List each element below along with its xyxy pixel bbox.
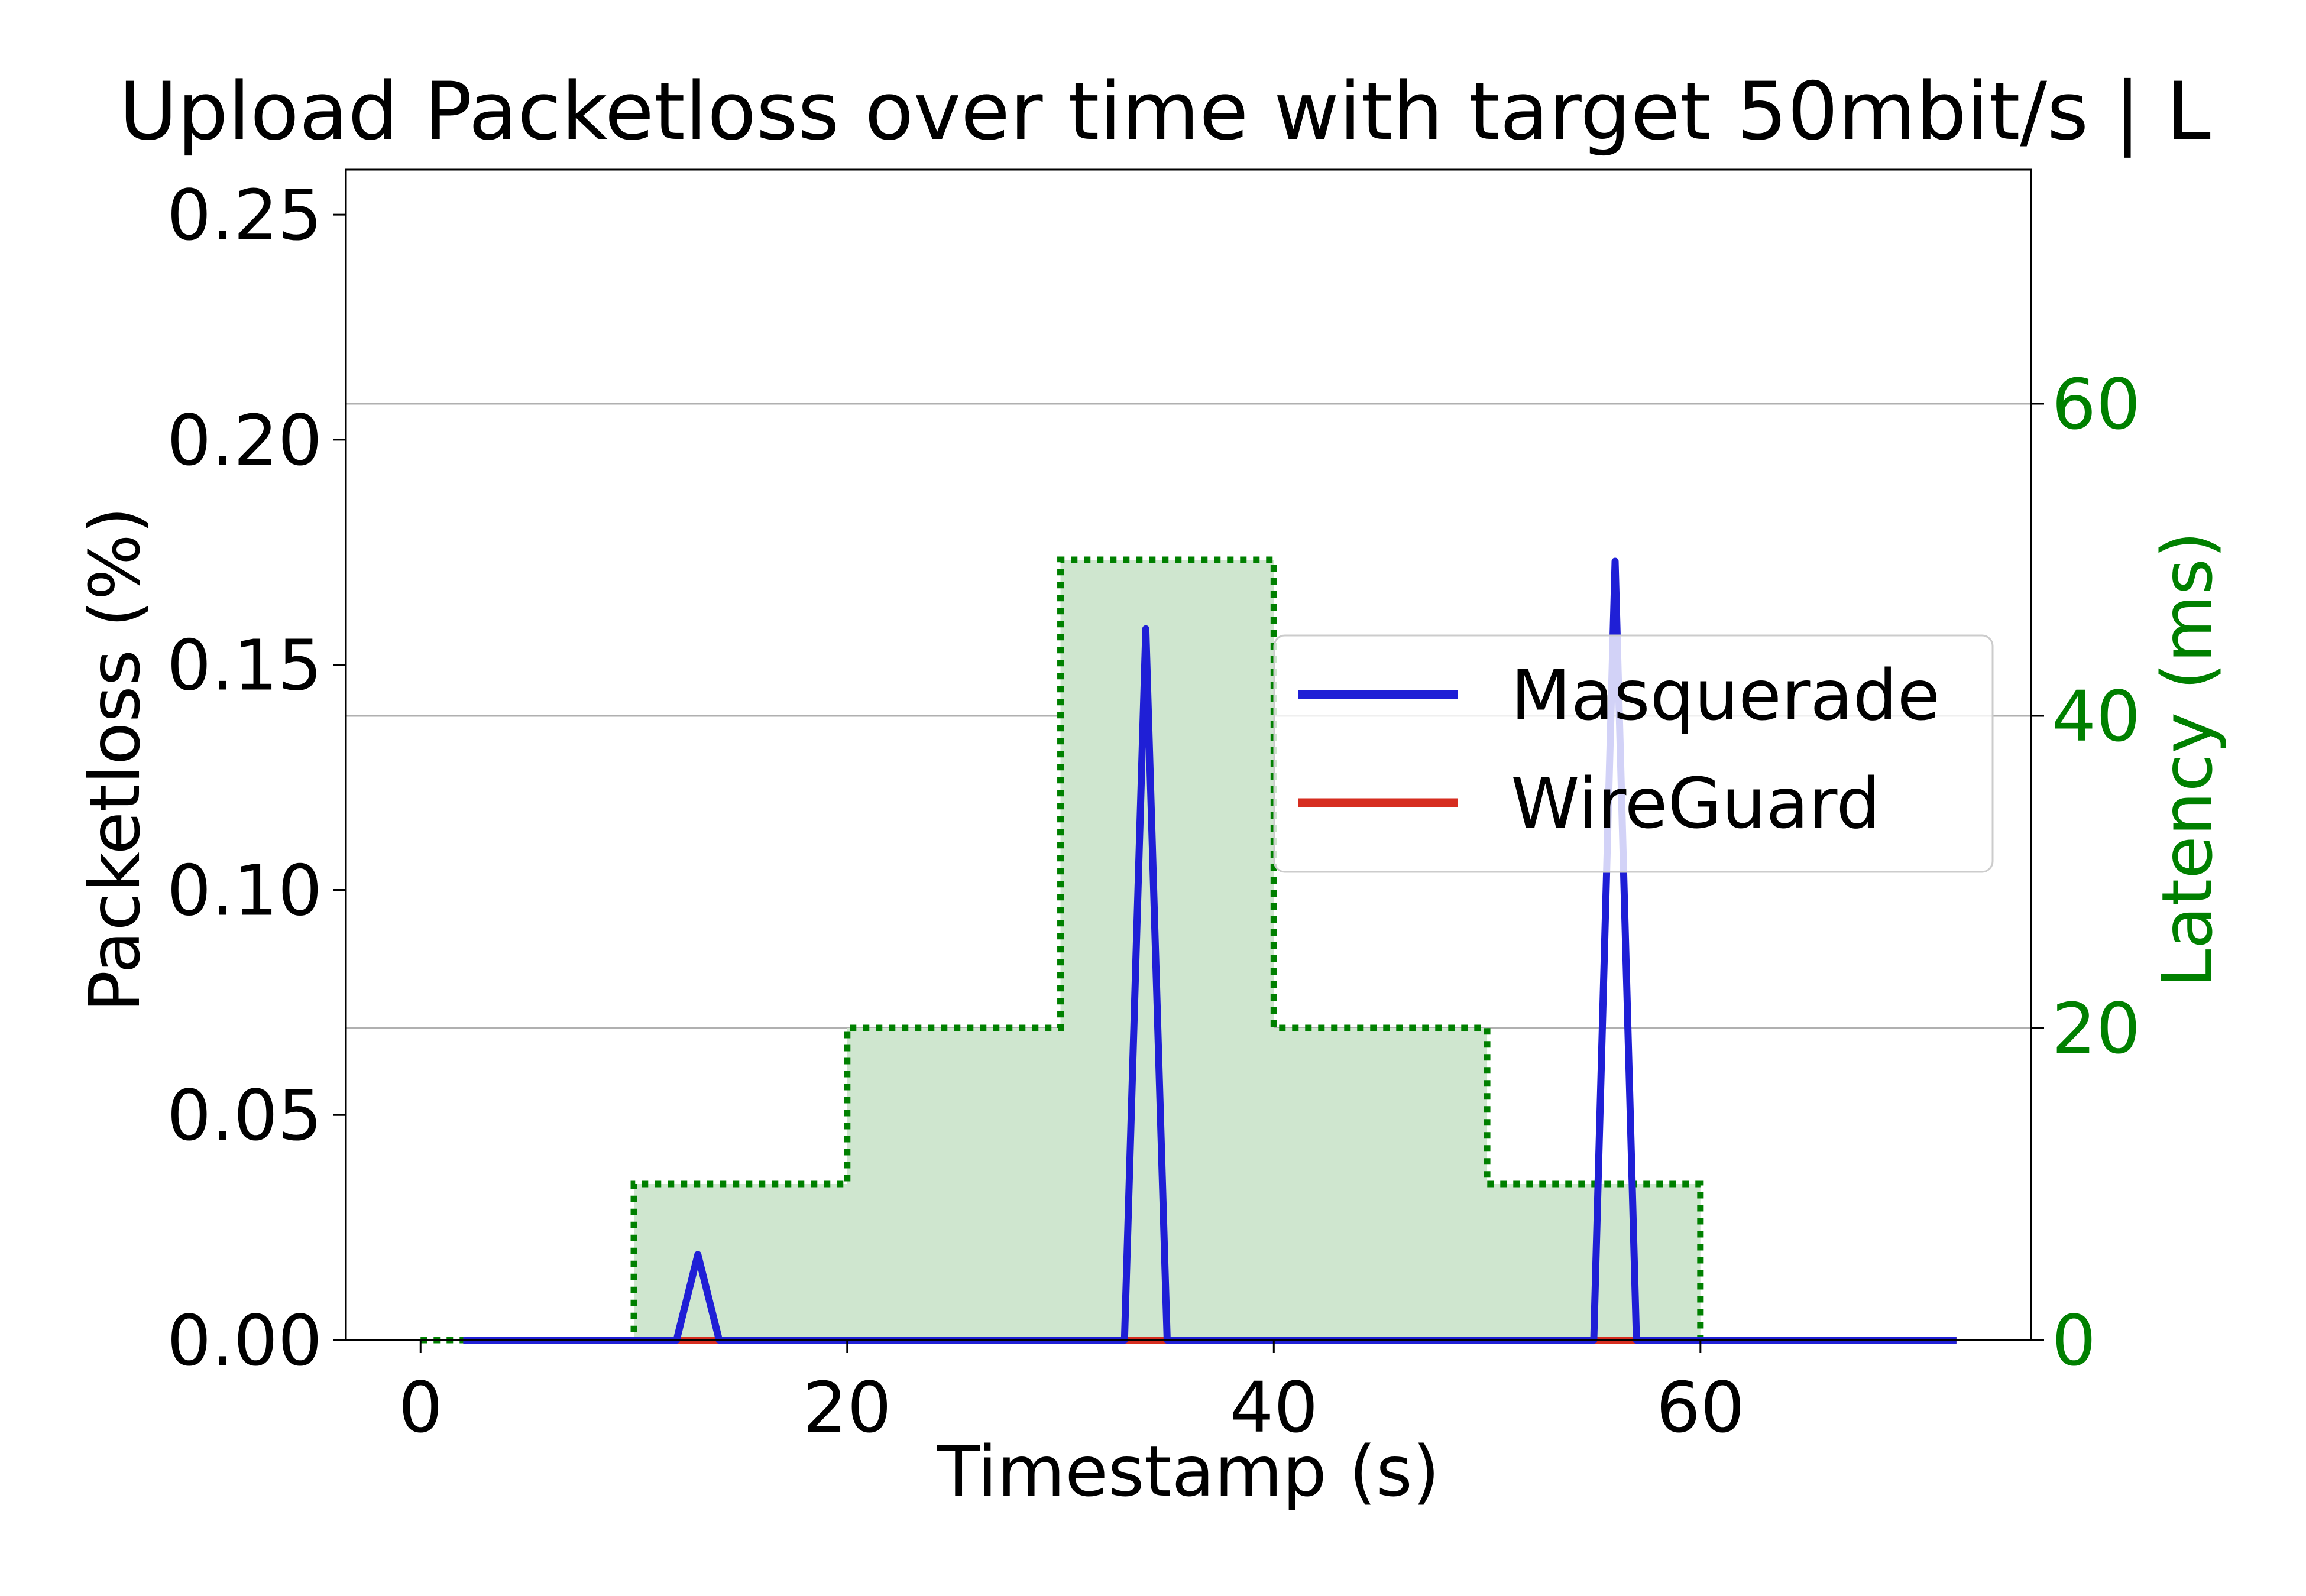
legend-label-masquerade: Masquerade — [1511, 654, 1940, 736]
y2-axis-label: Latency (ms) — [2146, 531, 2228, 988]
x-axis-label: Timestamp (s) — [937, 1430, 1440, 1512]
y-tick-label-5: 0.25 — [167, 174, 322, 256]
y2-tick-label-3: 60 — [2052, 364, 2140, 445]
x-tick-label-0: 0 — [399, 1367, 443, 1448]
y2-tick-label-2: 40 — [2052, 676, 2140, 757]
latency-fill — [420, 560, 1957, 1340]
legend: Masquerade WireGuard — [1273, 634, 1994, 873]
x-tick-label-3: 60 — [1656, 1367, 1745, 1448]
y-axis-label: Packetloss (%) — [74, 507, 156, 1013]
chart-title: Upload Packetloss over time with target … — [119, 65, 2211, 158]
legend-label-wireguard: WireGuard — [1511, 763, 1880, 844]
plot-frame — [345, 168, 2032, 1341]
x-axis-ticks: 0 20 40 60 — [399, 1340, 1745, 1448]
y2-tick-label-1: 20 — [2052, 988, 2140, 1069]
latency-area — [420, 556, 1957, 1344]
y2-axis-ticks: 0 20 40 60 — [2031, 364, 2140, 1381]
latency-line — [420, 556, 1957, 1344]
y-tick-label-1: 0.05 — [167, 1075, 322, 1156]
x-tick-label-1: 20 — [803, 1367, 892, 1448]
y-tick-label-3: 0.15 — [167, 625, 322, 706]
y-tick-label-2: 0.10 — [167, 849, 322, 931]
y-tick-label-0: 0.00 — [167, 1300, 322, 1381]
y-tick-label-4: 0.20 — [167, 400, 322, 481]
x-tick-label-2: 40 — [1229, 1367, 1318, 1448]
y-axis-ticks: 0.00 0.05 0.10 0.15 0.20 0.25 — [167, 174, 346, 1381]
y2-tick-label-0: 0 — [2052, 1300, 2096, 1381]
